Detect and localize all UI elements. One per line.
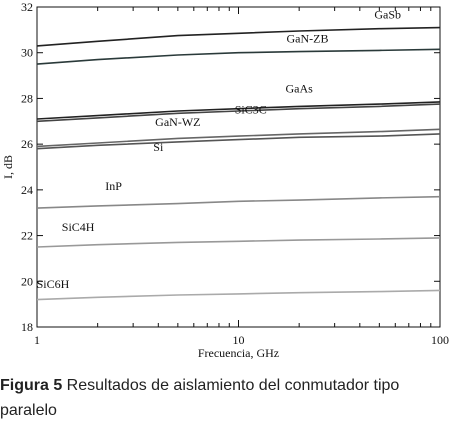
series-label-gan-zb: GaN-ZB: [286, 31, 328, 45]
series-line-sic4h: [36, 237, 441, 248]
y-tick-label: 18: [21, 320, 33, 334]
x-axis-title: Frecuencia, GHz: [198, 346, 279, 360]
series-label-gan-wz: GaN-WZ: [155, 115, 200, 129]
y-tick-label: 24: [21, 183, 33, 197]
series-label-sic3c: SiC3C: [235, 102, 267, 116]
series-label-si: Si: [153, 140, 164, 154]
series-line-sic3c: [36, 103, 441, 123]
x-tick-label: 10: [233, 333, 245, 347]
series-line-si: [36, 133, 441, 150]
series-line-inp: [36, 195, 441, 209]
y-tick-label: 20: [21, 274, 33, 288]
x-tick-label: 100: [431, 333, 449, 347]
series-line-gan-wz: [36, 128, 441, 148]
series-label-sic6h: SiC6H: [37, 277, 70, 291]
series-line-gasb: [36, 26, 441, 47]
y-tick-label: 28: [21, 91, 33, 105]
y-axis-title: I, dB: [1, 155, 15, 179]
series-line-sic6h: [36, 289, 441, 301]
series-line-gaas: [36, 101, 441, 120]
caption-text: Resultados de aislamiento del conmutador…: [0, 377, 400, 419]
series-label-gaas: GaAs: [285, 82, 313, 96]
y-tick-label: 26: [21, 137, 33, 151]
y-tick-label: 30: [21, 46, 33, 60]
figure-caption: Figura 5 Resultados de aislamiento del c…: [0, 373, 454, 423]
y-tick-label: 22: [21, 229, 33, 243]
x-tick-label: 1: [34, 333, 40, 347]
series-label-sic4h: SiC4H: [62, 220, 95, 234]
y-tick-label: 32: [21, 0, 33, 14]
series-label-gasb: GaSb: [374, 7, 401, 21]
series-line-gan-zb: [36, 48, 441, 65]
figure-label: Figura 5: [0, 377, 63, 394]
series-label-inp: InP: [105, 179, 122, 193]
plot-frame: [36, 6, 441, 328]
isolation-chart: 1 10 100 18 20 22 24 26 28 30 32 Frecuencia, GHz I, …: [1, 0, 449, 360]
